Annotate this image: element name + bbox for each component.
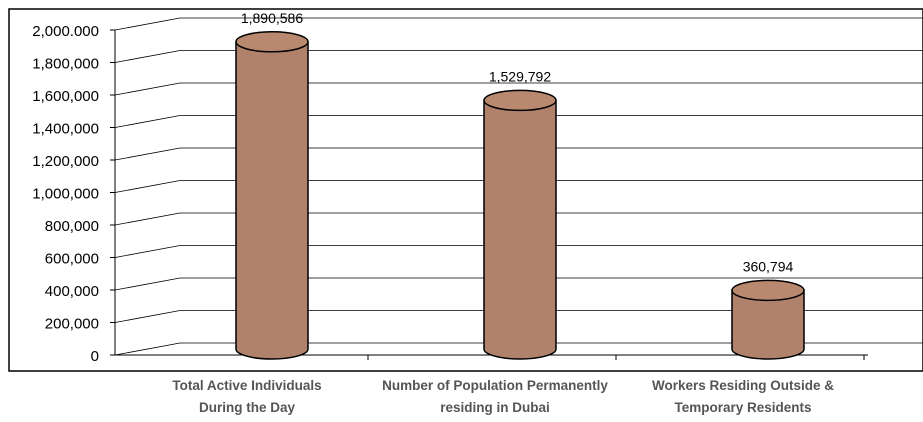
bar-body [235,41,309,360]
y-tick-label: 1,400,000 [32,121,99,138]
labels-layer: 1,890,586 1,529,792 360,794 Total Active In… [172,10,834,415]
y-tick-label: 200,000 [45,316,99,333]
x-category-label: Total Active Individuals [172,378,321,393]
gridline-diagonal [114,17,181,31]
data-label: 1,529,792 [489,68,551,84]
gridline-diagonal [114,277,181,291]
gridline-diagonal [114,342,181,356]
y-tick-label: 800,000 [45,218,99,235]
y-tick-label: 1,200,000 [32,153,99,170]
bar-top [235,31,309,53]
y-tick-label: 400,000 [45,283,99,300]
gridline-diagonal [114,115,181,128]
gridline-diagonal [114,50,181,63]
bar-top [483,89,557,112]
bar-body [483,99,557,360]
gridline-diagonal [114,147,181,161]
y-tick-label: 1,800,000 [32,56,99,73]
bar-2 [483,89,557,360]
x-category-label: Workers Residing Outside & [652,378,834,393]
x-category-label: Temporary Residents [674,400,811,415]
gridline-diagonal [114,245,181,258]
bar-3 [731,279,805,360]
gridline-diagonal [114,310,181,323]
bar-1 [235,31,309,360]
axis-layer: 0 200,000 400,000 600,000 800,000 1,000,000 1,… [32,23,868,365]
bars-layer [235,31,805,360]
bar-body [731,289,805,360]
y-tick-label: 1,000,000 [32,186,99,203]
x-category-label: During the Day [199,400,296,415]
data-label: 1,890,586 [241,10,303,26]
gridline-diagonal [114,212,181,226]
bar-top [731,279,805,302]
y-tick-label: 1,600,000 [32,88,99,105]
gridline-diagonal [114,82,181,96]
gridline-diagonal [114,180,181,193]
y-tick-label: 600,000 [45,251,99,268]
y-tick-label: 2,000.000 [32,23,99,40]
data-label: 360,794 [743,258,794,274]
x-category-label: residing in Dubai [440,400,550,415]
x-category-label: Number of Population Permanently [382,378,608,393]
y-tick-label: 0 [91,348,99,365]
